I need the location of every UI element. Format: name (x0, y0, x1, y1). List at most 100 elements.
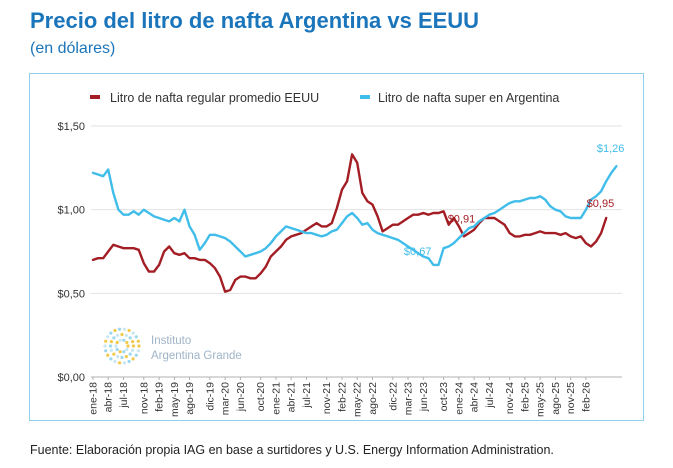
logo-dot (112, 336, 116, 340)
data-label-usa-end: $0,95 (587, 198, 615, 210)
series-line-usa (91, 153, 608, 293)
logo-dot (131, 331, 135, 335)
logo-dot (108, 344, 113, 348)
x-tick-label: jun-20 (235, 382, 247, 412)
x-tick-label: abr-18 (103, 382, 115, 413)
logo-dot (113, 359, 117, 364)
logo-dot (122, 350, 126, 354)
x-tick-label: nov-21 (321, 382, 333, 414)
logo-dot (136, 349, 140, 353)
logo-dot (134, 353, 138, 357)
logo: Instituto Argentina Grande (103, 327, 242, 365)
logo-dot (106, 335, 110, 339)
y-tick-label: $1,50 (57, 121, 85, 133)
x-tick-label: feb-25 (519, 382, 531, 412)
y-tick-label: $0,00 (57, 372, 85, 384)
logo-dot (122, 361, 127, 365)
legend-label-arg: Litro de nafta super en Argentina (378, 91, 559, 105)
logo-dot (126, 344, 130, 348)
x-tick-label: mar-20 (220, 382, 232, 415)
logo-dots-icon (103, 327, 141, 365)
logo-dot (131, 348, 135, 353)
series-line-arg (91, 164, 618, 267)
x-tick-label: ago-25 (550, 382, 562, 415)
logo-dot (131, 339, 135, 344)
x-tick-label: nov-25 (565, 382, 577, 414)
x-tick-label: ene-24 (453, 382, 465, 415)
x-tick-label: may-25 (535, 382, 547, 417)
logo-dot (106, 353, 110, 357)
logo-dot (134, 335, 138, 339)
data-label-arg-end: $1,26 (597, 143, 625, 155)
x-tick-label: feb-26 (580, 382, 592, 412)
logo-dot (127, 328, 131, 333)
x-tick-label: dic-19 (204, 382, 216, 411)
legend-label-usa: Litro de nafta regular promedio EEUU (110, 91, 319, 105)
logo-dot (124, 355, 129, 359)
logo-dot (122, 327, 127, 331)
logo-dot (109, 331, 113, 335)
x-tick-label: may-22 (352, 382, 364, 417)
logo-dot (124, 333, 129, 337)
logo-dot (137, 344, 141, 348)
x-tick-label: ene-21 (270, 382, 282, 415)
x-tick-label: feb-22 (336, 382, 348, 412)
logo-dot (118, 338, 122, 342)
x-tick-label: ene-18 (88, 382, 100, 415)
logo-dot (115, 333, 120, 337)
logo-line1: Instituto (151, 335, 191, 347)
x-tick-label: ago-19 (184, 382, 196, 415)
logo-line2: Argentina Grande (151, 350, 242, 362)
x-tick-label: abr-24 (469, 382, 481, 413)
series-group (91, 153, 618, 293)
x-tick-label: may-19 (169, 382, 181, 417)
data-labels: $0,91 $0,67 $0,95 $1,26 (404, 143, 624, 258)
logo-dot (115, 340, 119, 345)
logo-dot (109, 339, 113, 344)
x-tick-label: oct-23 (438, 382, 450, 411)
logo-dot (104, 339, 108, 343)
x-tick-label: dic-22 (387, 382, 399, 411)
logo-dot (136, 339, 140, 343)
chart-frame: Litro de nafta regular promedio EEUU Lit… (29, 73, 644, 421)
logo-dot (114, 344, 118, 348)
logo-dot (120, 332, 124, 337)
x-tick-label: jun-23 (418, 382, 430, 412)
logo-dot (125, 340, 129, 345)
logo-dot (120, 355, 124, 360)
y-axis: $0,00 $0,50 $1,00 $1,50 (57, 121, 85, 384)
logo-dot (115, 347, 119, 352)
logo-dot (131, 357, 135, 361)
logo-dot (115, 355, 120, 359)
logo-dot (128, 336, 132, 340)
logo-dot (109, 348, 113, 353)
x-axis: ene-18 abr-18 jul-18 nov-18 feb-19 may-19 ago-… (88, 377, 592, 417)
data-label-usa-mid: $0,91 (448, 214, 476, 226)
logo-dot (103, 344, 107, 348)
x-tick-label: jul-24 (484, 382, 496, 409)
logo-dot (109, 357, 113, 361)
chart-title: Precio del litro de nafta Argentina vs E… (30, 8, 480, 33)
x-tick-label: nov-24 (504, 382, 516, 414)
x-tick-label: ago-22 (367, 382, 379, 415)
logo-dot (104, 349, 108, 353)
x-tick-label: oct-20 (255, 382, 267, 411)
logo-dot (131, 344, 136, 348)
logo-dot (125, 347, 129, 352)
logo-dot (122, 338, 126, 342)
grid (91, 125, 622, 378)
logo-dot (128, 352, 132, 356)
data-label-arg-mid: $0,67 (404, 246, 432, 258)
x-tick-label: feb-19 (154, 382, 166, 412)
logo-dot (117, 361, 122, 365)
legend: Litro de nafta regular promedio EEUU Lit… (90, 91, 559, 105)
x-tick-label: mar-23 (403, 382, 415, 415)
line-chart: Litro de nafta regular promedio EEUU Lit… (57, 91, 624, 417)
x-tick-label: nov-18 (138, 382, 150, 414)
x-tick-label: jul-18 (118, 382, 130, 409)
x-tick-label: jul-21 (301, 382, 313, 409)
y-tick-label: $0,50 (57, 288, 85, 300)
logo-dot (127, 359, 131, 364)
source-note: Fuente: Elaboración propia IAG en base a… (30, 443, 554, 457)
x-tick-label: abr-21 (286, 382, 298, 413)
